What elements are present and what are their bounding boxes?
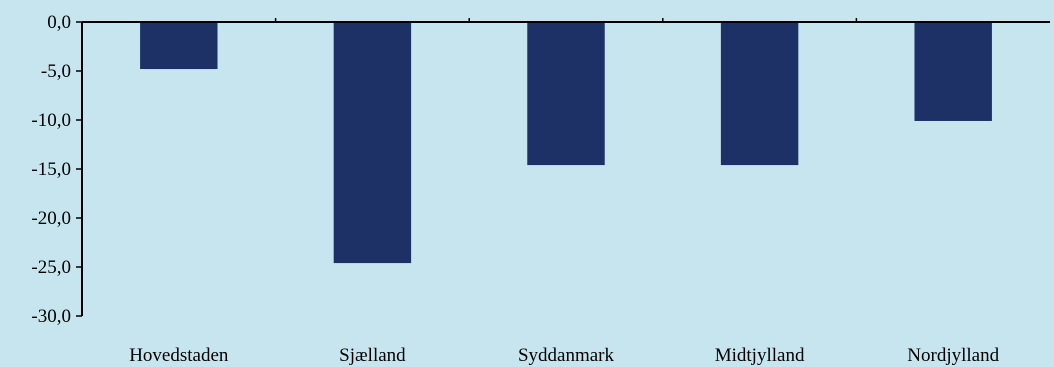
x-category-label: Nordjylland <box>907 345 999 366</box>
y-tick-label: -15,0 <box>31 159 71 180</box>
x-axis-labels: Hovedstaden Sjælland Syddanmark Midtjylland… <box>129 345 999 366</box>
y-tick-label: -20,0 <box>31 208 71 229</box>
x-category-label: Sjælland <box>339 345 406 366</box>
y-tick-label: -5,0 <box>41 61 71 82</box>
y-tick-label: -25,0 <box>31 257 71 278</box>
bar-sjælland <box>333 22 412 264</box>
y-axis-ticks: 0,0 -5,0 -10,0 -15,0 -20,0 -25,0 -30,0 <box>31 12 82 327</box>
bars <box>140 22 992 264</box>
bar-midtjylland <box>720 22 799 166</box>
axes <box>81 18 1050 316</box>
bar-nordjylland <box>914 22 992 121</box>
x-category-label: Midtjylland <box>715 345 805 366</box>
x-category-label: Hovedstaden <box>129 345 229 366</box>
bar-syddanmark <box>527 22 605 166</box>
bar-hovedstaden <box>140 22 218 70</box>
x-category-label: Syddanmark <box>518 345 615 366</box>
y-tick-label: 0,0 <box>47 12 71 33</box>
y-tick-label: -10,0 <box>31 110 71 131</box>
y-tick-label: -30,0 <box>31 306 71 327</box>
